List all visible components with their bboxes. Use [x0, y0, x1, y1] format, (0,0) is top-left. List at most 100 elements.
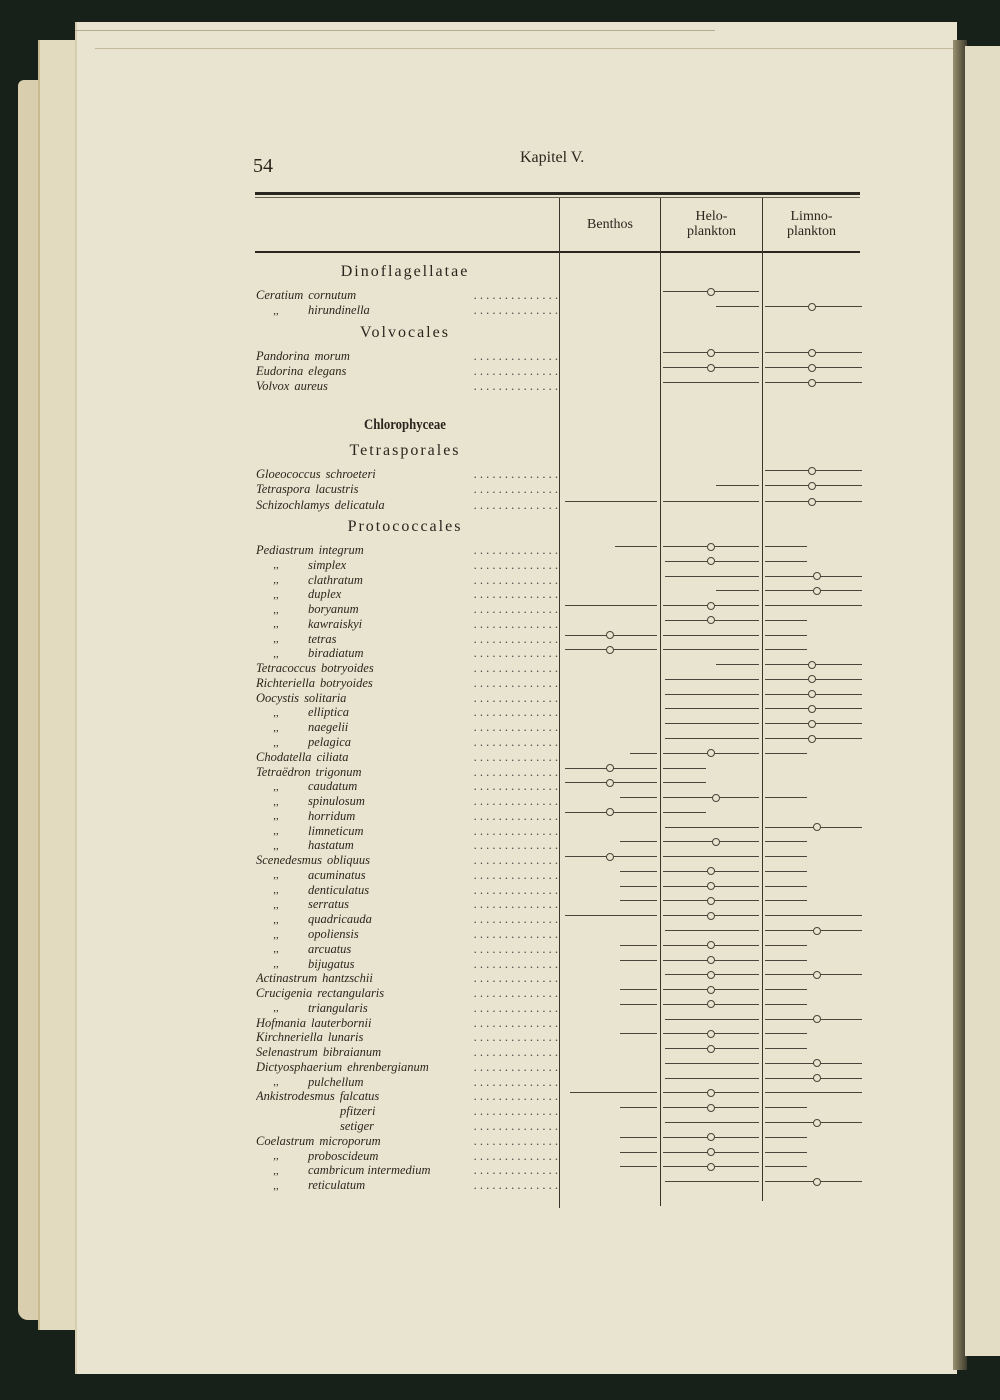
genus-name: ,, — [273, 825, 279, 838]
dot-leader: . . . . . . . . . . . . . . — [473, 303, 558, 317]
species-row: ,, limneticum . . . . . . . . . . . . . . — [256, 824, 558, 839]
species-row: Oocystis solitaria . . . . . . . . . . . … — [256, 691, 558, 706]
header-bottom-rule — [255, 251, 860, 253]
distribution-range-line — [765, 1136, 807, 1138]
distribution-range-line — [765, 619, 807, 621]
dot-leader: . . . . . . . . . . . . . . — [473, 749, 558, 764]
genus-name: ,, — [273, 603, 279, 616]
optimum-circle-marker — [808, 734, 816, 743]
optimum-circle-marker — [808, 378, 816, 387]
distribution-range-line — [620, 959, 657, 961]
dot-leader: . . . . . . . . . . . . . . — [473, 705, 558, 720]
species-row: Actinastrum hantzschii . . . . . . . . . … — [256, 971, 558, 986]
genus-name: ,, — [273, 574, 279, 587]
dot-leader: . . . . . . . . . . . . . . — [473, 1148, 558, 1163]
genus-name: Volvox — [256, 379, 290, 393]
optimum-circle-marker — [808, 497, 816, 506]
distribution-range-line — [620, 1151, 657, 1153]
genus-name: ,, — [273, 588, 279, 601]
species-name: boryanum — [308, 602, 359, 617]
genus-name: ,, — [273, 958, 279, 971]
optimum-circle-marker — [808, 690, 816, 699]
dot-leader: . . . . . . . . . . . . . . — [473, 1119, 558, 1134]
book-page — [75, 22, 957, 1374]
optimum-circle-marker — [808, 302, 816, 311]
genus-name: ,, — [273, 1164, 279, 1177]
column-header-benthos: Benthos — [560, 200, 660, 248]
distribution-range-line — [565, 605, 657, 607]
species-name: spinulosum — [308, 794, 365, 809]
optimum-circle-marker — [813, 1177, 821, 1186]
species-name: lauterbornii — [311, 1015, 372, 1030]
optimum-circle-marker — [813, 1015, 821, 1024]
species-row: ,, naegelii . . . . . . . . . . . . . . — [256, 720, 558, 735]
optimum-circle-marker — [808, 466, 816, 475]
facing-page — [965, 46, 1000, 1356]
species-name: cornutum — [308, 288, 357, 302]
distribution-range-line — [665, 708, 759, 710]
distribution-range-line — [620, 841, 657, 843]
distribution-range-line — [765, 546, 807, 547]
section-heading: Protococcales — [347, 518, 463, 535]
distribution-range-line — [765, 915, 862, 917]
distribution-range-line — [765, 560, 807, 562]
species-name: quadricauda — [308, 912, 372, 927]
species-name: opoliensis — [308, 927, 359, 942]
distribution-range-line — [620, 885, 657, 887]
optimum-circle-marker — [606, 778, 614, 787]
dot-leader: . . . . . . . . . . . . . . — [473, 720, 558, 735]
dot-leader: . . . . . . . . . . . . . . — [473, 853, 558, 868]
optimum-circle-marker — [606, 808, 614, 817]
distribution-range-line — [620, 870, 657, 872]
distribution-range-line — [565, 915, 657, 917]
species-row: Gloeococcus schroeteri . . . . . . . . . … — [256, 467, 558, 482]
dot-leader: . . . . . . . . . . . . . . — [473, 1178, 558, 1193]
species-name: caudatum — [308, 779, 358, 794]
distribution-range-line — [765, 634, 807, 636]
distribution-range-line — [615, 546, 657, 547]
genus-name: Kirchneriella — [256, 1030, 323, 1045]
dot-leader: . . . . . . . . . . . . . . — [473, 838, 558, 853]
distribution-range-line — [765, 605, 862, 607]
optimum-circle-marker — [707, 616, 715, 625]
column-header-label: Limno- — [790, 209, 833, 224]
species-row: ,, cambricum intermedium . . . . . . . . … — [256, 1163, 558, 1178]
genus-name: Actinastrum — [256, 971, 318, 986]
species-name: clathratum — [308, 572, 363, 587]
optimum-circle-marker — [808, 348, 816, 357]
genus-name: ,, — [273, 898, 279, 911]
optimum-circle-marker — [707, 287, 715, 296]
species-row: ,, reticulatum . . . . . . . . . . . . . … — [256, 1178, 558, 1193]
dot-leader: . . . . . . . . . . . . . . — [473, 661, 558, 676]
species-row: setiger . . . . . . . . . . . . . . — [256, 1119, 558, 1134]
genus-name: Pandorina — [256, 349, 310, 363]
genus-name: ,, — [273, 736, 279, 749]
page-edge-line — [95, 48, 955, 49]
dot-leader: . . . . . . . . . . . . . . — [473, 1030, 558, 1045]
species-row: Schizochlamys delicatula . . . . . . . . … — [256, 498, 558, 513]
species-name: morum — [314, 349, 350, 363]
genus-name: Tetracoccus — [256, 661, 316, 676]
species-name: naegelii — [308, 720, 349, 735]
species-row: ,, bijugatus . . . . . . . . . . . . . . — [256, 957, 558, 972]
section-heading: Chlorophyceae — [364, 417, 446, 433]
optimum-circle-marker — [707, 1029, 715, 1038]
distribution-range-line — [665, 723, 759, 725]
distribution-range-line — [663, 856, 759, 858]
species-row: Tetracoccus botryoides . . . . . . . . . … — [256, 661, 558, 676]
dot-leader: . . . . . . . . . . . . . . — [473, 349, 558, 363]
optimum-circle-marker — [707, 985, 715, 994]
distribution-range-line — [765, 649, 807, 651]
optimum-circle-marker — [707, 542, 715, 551]
distribution-range-line — [663, 382, 759, 383]
distribution-range-line — [620, 1166, 657, 1168]
species-name: schroeteri — [325, 467, 376, 481]
page-edge-line — [75, 30, 715, 31]
genus-name: Chodatella — [256, 749, 312, 764]
distribution-range-line — [765, 989, 807, 991]
optimum-circle-marker — [707, 911, 715, 920]
dot-leader: . . . . . . . . . . . . . . — [473, 1015, 558, 1030]
distribution-range-line — [765, 870, 807, 872]
table-top-rule — [255, 192, 860, 195]
dot-leader: . . . . . . . . . . . . . . — [473, 543, 558, 557]
